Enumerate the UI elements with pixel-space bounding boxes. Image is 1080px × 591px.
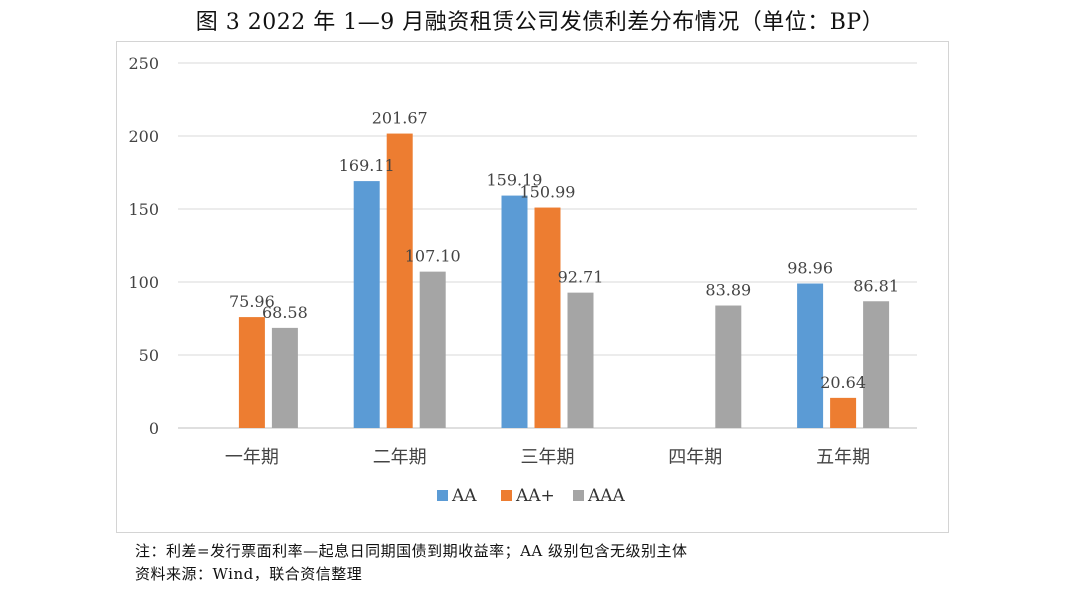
- bar-aaa: [271, 327, 298, 428]
- y-tick-label: 50: [139, 346, 159, 365]
- legend-swatch: [573, 490, 584, 501]
- x-category-label: 一年期: [225, 447, 279, 468]
- y-tick-label: 100: [128, 273, 159, 292]
- gridlines: [178, 62, 917, 429]
- x-category-label: 四年期: [668, 447, 722, 468]
- chart-frame: [116, 41, 949, 533]
- legend: AA AA+ AAA: [437, 486, 626, 506]
- y-tick-label: 250: [128, 54, 159, 73]
- data-label: 20.64: [820, 373, 866, 392]
- chart-source: 资料来源：Wind，联合资信整理: [135, 565, 363, 583]
- data-label: 92.71: [558, 268, 604, 287]
- x-category-label: 二年期: [373, 447, 427, 468]
- x-axis-categories: 一年期 二年期 三年期 四年期 五年期: [225, 447, 870, 468]
- legend-label: AA: [451, 486, 477, 506]
- figure-title: 图 3 2022 年 1—9 月融资租赁公司发债利差分布情况（单位：BP）: [195, 10, 885, 35]
- bar-aaa: [567, 292, 594, 428]
- data-label: 68.58: [262, 303, 308, 322]
- x-category-label: 五年期: [816, 447, 870, 468]
- bar-aaa: [419, 271, 446, 428]
- y-tick-label: 0: [149, 419, 159, 438]
- bar-aaa: [863, 301, 890, 428]
- bar-aaplus: [534, 207, 561, 428]
- bars: [238, 133, 890, 428]
- bar-aa: [501, 195, 528, 428]
- bar-aa: [797, 283, 824, 428]
- data-label: 107.10: [405, 247, 461, 266]
- bar-aaa: [715, 305, 742, 428]
- y-axis-ticks: 0 50 100 150 200 250: [128, 54, 159, 438]
- bar-aaplus: [830, 397, 857, 428]
- data-label: 169.11: [339, 156, 395, 175]
- y-tick-label: 150: [128, 200, 159, 219]
- bar-aaplus: [238, 317, 265, 428]
- x-category-label: 三年期: [521, 447, 575, 468]
- data-label: 150.99: [520, 183, 576, 202]
- bar-aaplus: [386, 133, 413, 428]
- legend-label: AAA: [587, 486, 626, 506]
- data-label: 98.96: [787, 259, 833, 278]
- data-label: 159.19: [487, 171, 543, 190]
- y-tick-label: 200: [128, 127, 159, 146]
- data-label: 83.89: [705, 281, 751, 300]
- legend-label: AA+: [515, 486, 555, 506]
- chart-note: 注：利差=发行票面利率—起息日同期国债到期收益率；AA 级别包含无级别主体: [135, 542, 688, 560]
- data-label: 86.81: [853, 276, 899, 295]
- data-label: 201.67: [372, 109, 428, 128]
- legend-swatch: [501, 490, 512, 501]
- legend-swatch: [437, 490, 448, 501]
- bar-aa: [353, 181, 380, 428]
- data-label: 75.96: [229, 292, 275, 311]
